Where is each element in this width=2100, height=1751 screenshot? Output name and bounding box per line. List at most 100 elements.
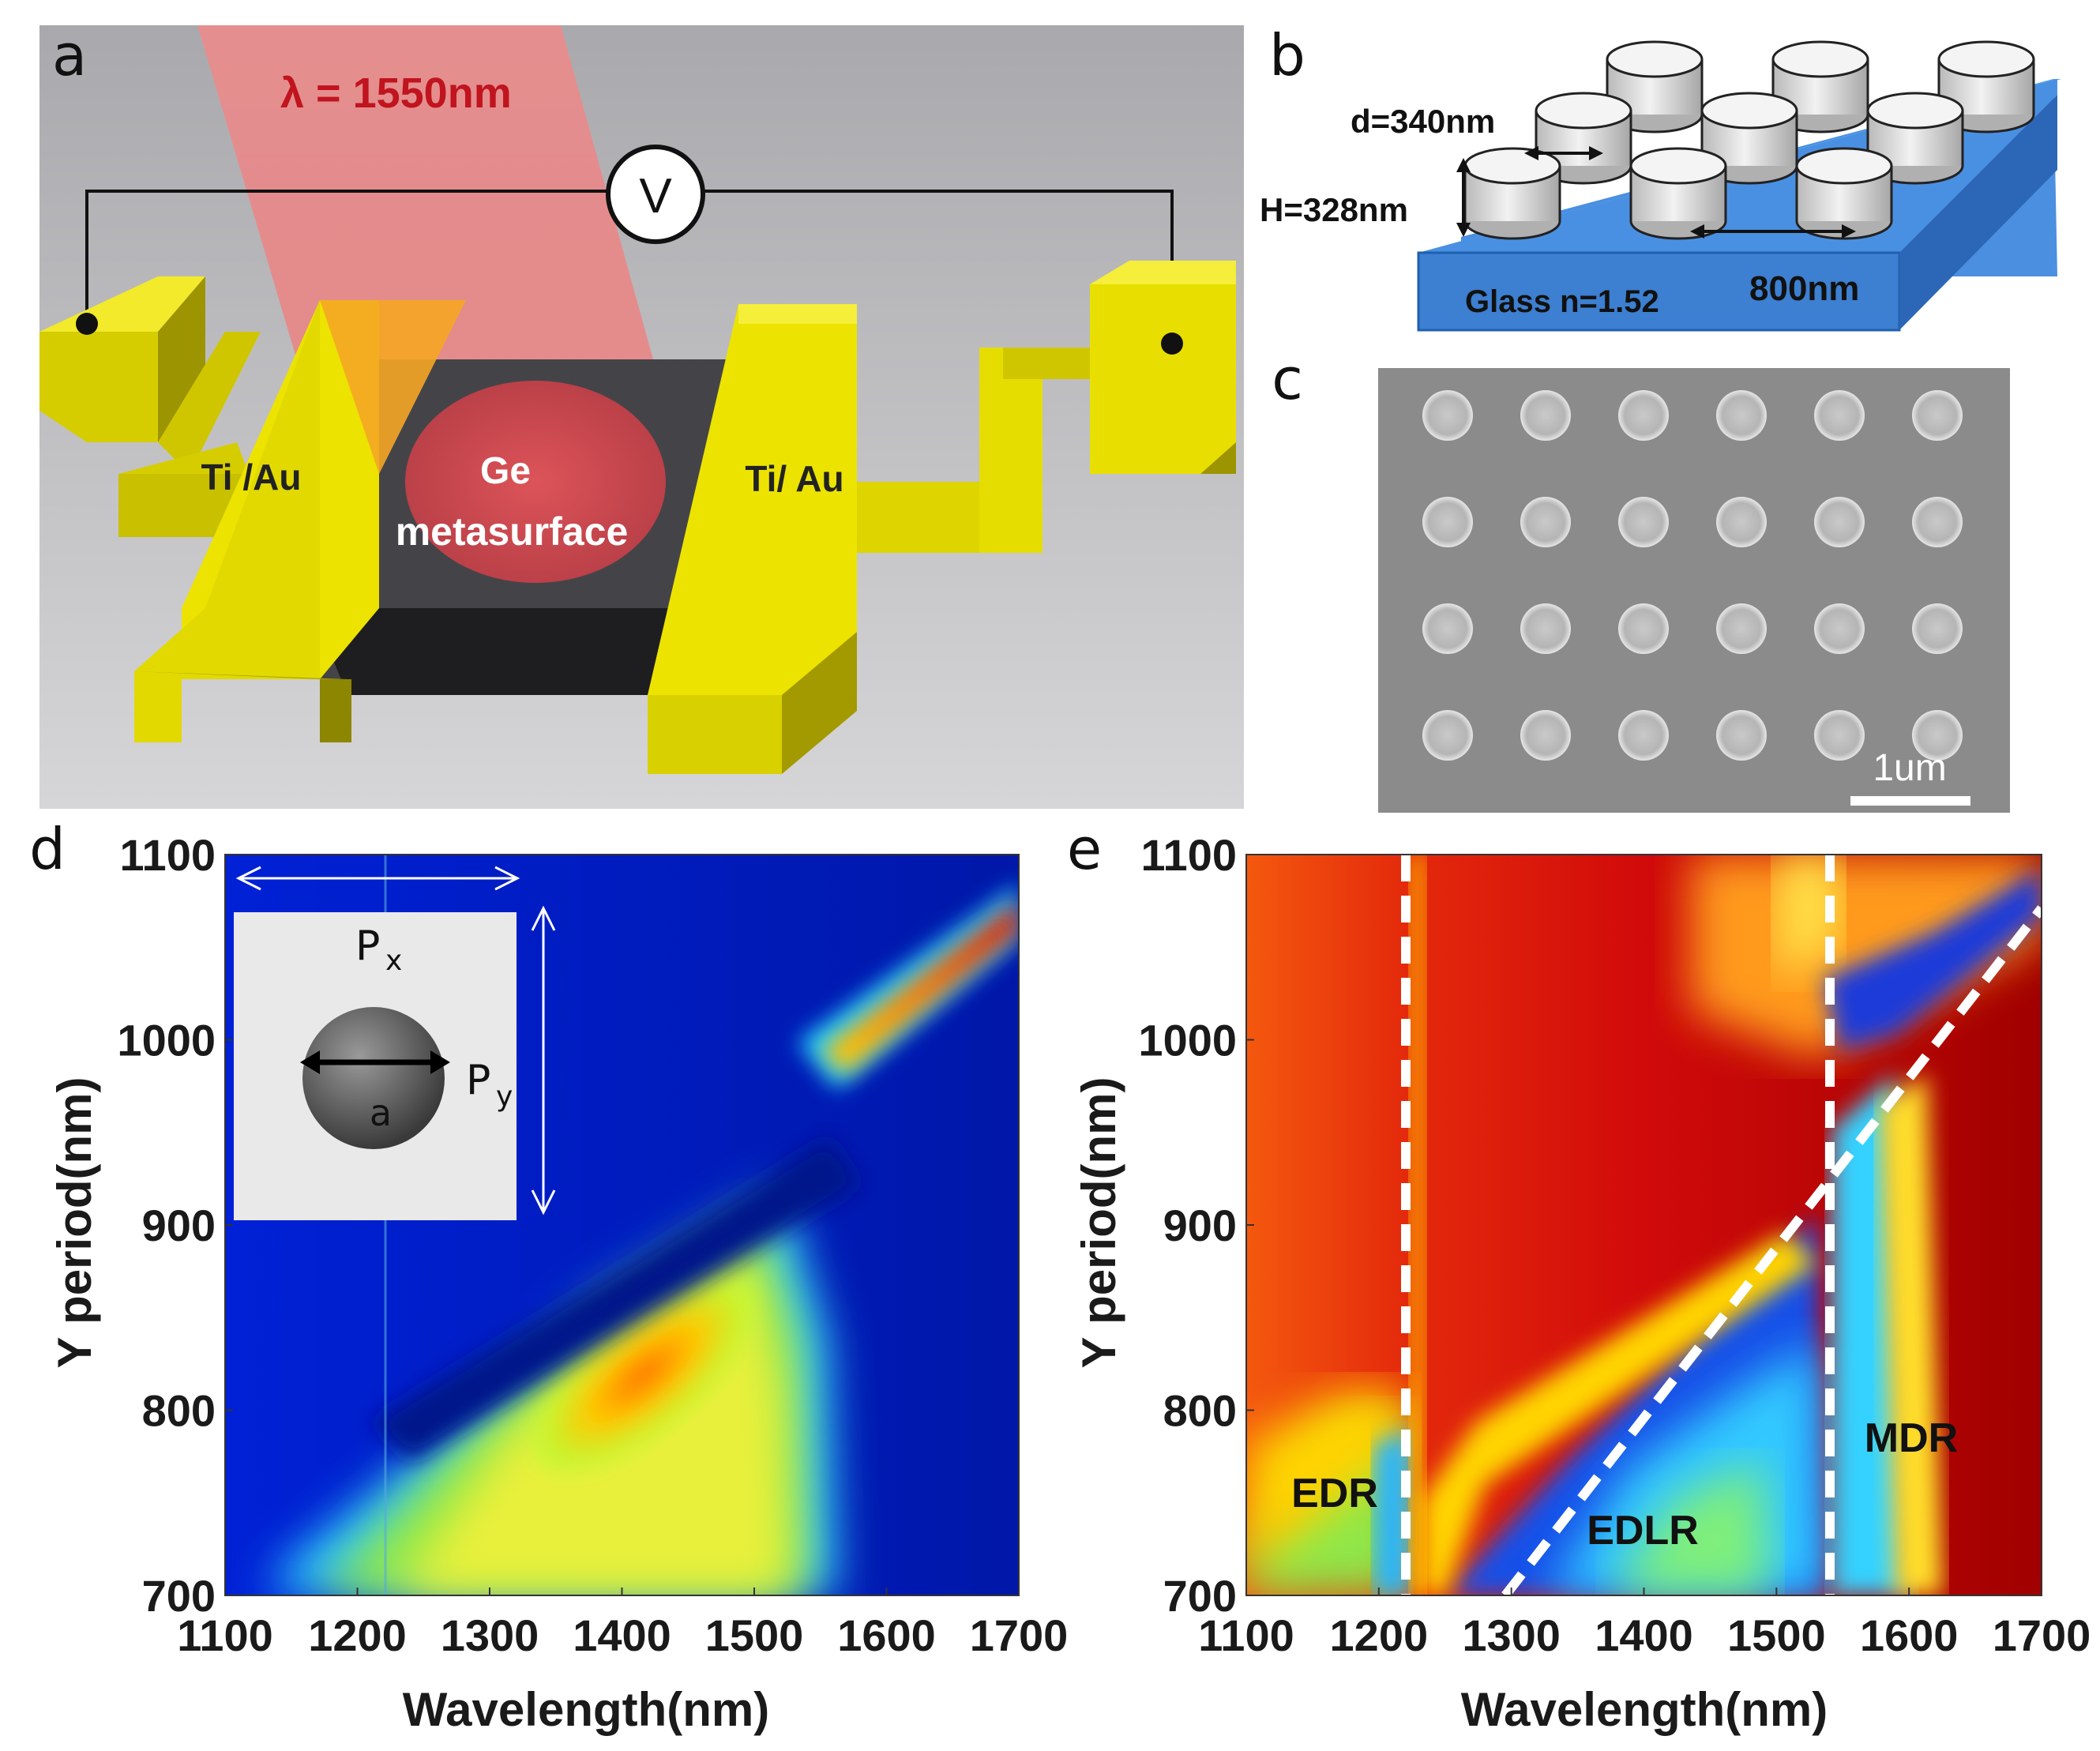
diameter-arrow-head-left bbox=[1524, 146, 1538, 160]
period-arrow-head-left bbox=[1690, 224, 1704, 239]
pillar bbox=[1771, 40, 1869, 133]
height-arrow-head-top bbox=[1456, 158, 1471, 172]
heatmap-d-dark-band bbox=[371, 1137, 861, 1461]
inset-py-arrow-top bbox=[531, 905, 556, 931]
pillar-top bbox=[1795, 147, 1893, 185]
sem-pillar bbox=[1814, 390, 1865, 441]
inset-a-arrow-right bbox=[430, 1050, 450, 1074]
right-electrode-side bbox=[782, 632, 857, 774]
y-tick-label: 1100 bbox=[1141, 830, 1238, 880]
sem-pillar bbox=[1814, 710, 1865, 761]
voltmeter-icon bbox=[606, 145, 705, 244]
right-connector-3 bbox=[1003, 348, 1098, 379]
right-electrode-top bbox=[648, 304, 857, 774]
pillar bbox=[1463, 147, 1561, 240]
left-connector bbox=[158, 332, 261, 474]
pillar-top bbox=[1866, 92, 1964, 130]
glass-label: Glass n=1.52 bbox=[1465, 284, 1659, 319]
sem-pillar bbox=[1716, 710, 1767, 761]
left-pad-side bbox=[158, 276, 205, 442]
right-electrode-highlight bbox=[738, 304, 857, 324]
beam-overlap-left bbox=[320, 300, 466, 474]
sem-pillar bbox=[1814, 603, 1865, 654]
pillar bbox=[1795, 147, 1893, 240]
sem-pillar bbox=[1422, 497, 1473, 547]
right-connector-2 bbox=[979, 348, 1042, 553]
sem-pillar bbox=[1618, 603, 1669, 654]
heatmap-e-mdr-blue bbox=[1824, 869, 2042, 1050]
pillar-top bbox=[1937, 40, 2035, 78]
y-tick-label: 800 bbox=[1163, 1386, 1237, 1436]
panel-label-b: b bbox=[1269, 22, 1305, 88]
sem-pillar bbox=[1520, 710, 1571, 761]
x-tick-label: 1600 bbox=[1860, 1610, 1959, 1660]
inset-py-sub: y bbox=[496, 1080, 513, 1113]
panel-a: V Ti /Au Ge metasurface Ti/ Au a bbox=[39, 22, 1244, 809]
sem-pillar bbox=[1618, 390, 1669, 441]
pillar-top bbox=[1606, 40, 1704, 78]
sem-image bbox=[1378, 368, 2010, 813]
panel-b: b Glass n=1.52 800nm d=340nm H=328nm bbox=[1260, 22, 2061, 332]
height-arrow-head-bottom bbox=[1456, 223, 1471, 237]
x-tick-label: 1300 bbox=[441, 1610, 539, 1660]
axes-d: 1100 1200 1300 1400 1500 1600 1700 700 800 900 100… bbox=[117, 830, 1068, 1660]
sem-pillar bbox=[1422, 390, 1473, 441]
heatmap-e-edr-yellow bbox=[1246, 1390, 1406, 1572]
x-tick-label: 1700 bbox=[970, 1610, 1069, 1660]
period-arrow-head-right bbox=[1842, 224, 1856, 239]
heatmap-e: EDR EDLR MDR bbox=[1246, 855, 2042, 1595]
panel-c: c 1um bbox=[1272, 346, 2010, 813]
scalebar-label: 1um bbox=[1873, 747, 1946, 789]
pillar-top bbox=[1535, 92, 1632, 130]
inset-px-sub: x bbox=[385, 945, 402, 977]
inset-particle bbox=[302, 1007, 445, 1149]
right-electrode-front bbox=[648, 695, 782, 774]
heatmap-d-band-red bbox=[821, 900, 1019, 1074]
y-tick-label: 1000 bbox=[1138, 1016, 1237, 1065]
y-tick-label: 900 bbox=[142, 1201, 216, 1250]
diameter-label: d=340nm bbox=[1351, 103, 1495, 140]
right-connector-1 bbox=[857, 482, 1003, 553]
x-tick-label: 1200 bbox=[308, 1610, 407, 1660]
heatmap-e-left-band bbox=[1410, 855, 1426, 1595]
left-pad-front bbox=[39, 332, 158, 442]
sem-pillar bbox=[1520, 390, 1571, 441]
region-label-edlr: EDLR bbox=[1587, 1508, 1699, 1554]
inset-px-label: P bbox=[355, 922, 380, 970]
wavelength-label: λ = 1550nm bbox=[280, 70, 512, 117]
diameter-arrow-head-right bbox=[1589, 146, 1603, 160]
right-pad-front bbox=[1090, 284, 1236, 474]
sem-pillar bbox=[1618, 497, 1669, 547]
sem-pillar bbox=[1520, 497, 1571, 547]
inset-py-arrow-bottom bbox=[531, 1189, 556, 1216]
sem-pillar bbox=[1618, 710, 1669, 761]
x-tick-label: 1100 bbox=[177, 1610, 273, 1660]
region-label-edr: EDR bbox=[1291, 1471, 1378, 1516]
heatmap-d-hotspot bbox=[535, 1278, 753, 1471]
left-electrode-edge bbox=[320, 679, 351, 742]
inset-py-label: P bbox=[466, 1057, 490, 1104]
pillar-top bbox=[1771, 40, 1869, 78]
sem-pillar bbox=[1422, 710, 1473, 761]
x-tick-label: 1700 bbox=[1993, 1610, 2091, 1660]
right-pad-top bbox=[1090, 261, 1236, 284]
laser-spot bbox=[405, 381, 666, 583]
heatmap-e-edr-cyan bbox=[1374, 1430, 1410, 1595]
dashed-line-diagonal bbox=[1501, 905, 2042, 1595]
right-pad-side bbox=[1200, 442, 1236, 474]
pillar bbox=[1629, 147, 1727, 240]
heatmap-e-upper-yellow bbox=[1777, 855, 1840, 979]
pillar-top bbox=[1629, 147, 1727, 185]
sem-pillar bbox=[1422, 603, 1473, 654]
metasurface-label: metasurface bbox=[396, 509, 629, 554]
glass-side bbox=[1899, 95, 2057, 330]
region-label-mdr: MDR bbox=[1865, 1415, 1958, 1461]
sem-pillar bbox=[1912, 390, 1963, 441]
panel-d: d a P x P y bbox=[29, 816, 1068, 1736]
left-electrode-label: Ti /Au bbox=[201, 457, 302, 498]
sem-pillar bbox=[1520, 603, 1571, 654]
scalebar bbox=[1850, 796, 1970, 806]
pillar-top bbox=[1700, 92, 1798, 130]
inset-a-arrow-left bbox=[300, 1050, 320, 1074]
